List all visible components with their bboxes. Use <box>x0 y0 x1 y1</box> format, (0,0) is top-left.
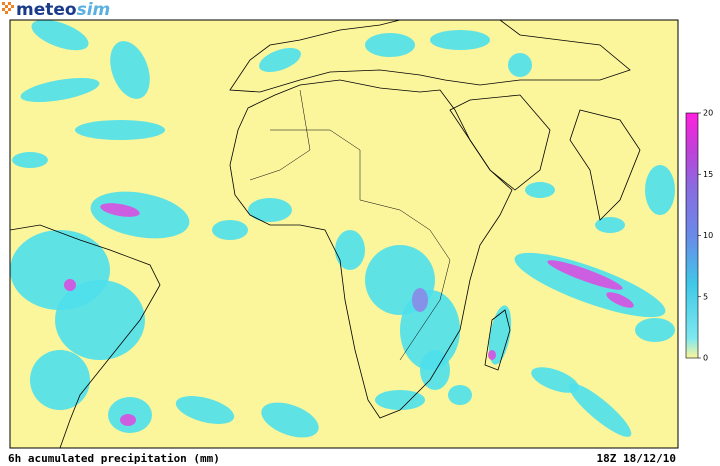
precip-area <box>400 290 460 370</box>
logo-icon <box>2 2 14 14</box>
precip-area <box>508 53 532 77</box>
precip-area <box>90 191 190 239</box>
logo-text: meteosim <box>16 0 110 20</box>
precip-area <box>488 350 496 360</box>
precip-area <box>120 414 136 426</box>
precip-area <box>64 279 76 291</box>
precip-area <box>335 230 365 270</box>
precip-area <box>30 350 90 410</box>
colorbar-tick-label: 5 <box>703 292 708 301</box>
precip-area <box>75 120 165 140</box>
precip-area <box>531 367 579 393</box>
colorbar: 0 5 10 15 20 <box>685 109 713 363</box>
precip-area <box>595 217 625 233</box>
precip-area <box>100 203 140 217</box>
precip-area <box>31 20 89 51</box>
map-frame <box>9 19 679 449</box>
precip-area <box>212 220 248 240</box>
caption: 6h acumulated precipitation (mm) <box>8 452 220 465</box>
precipitation-layer <box>10 20 675 438</box>
arabia <box>449 94 551 191</box>
precip-area <box>110 41 150 99</box>
precip-area <box>20 77 100 103</box>
precip-area <box>635 318 675 342</box>
precip-area <box>248 198 292 222</box>
precip-area <box>525 182 555 198</box>
colorbar-tick-label: 0 <box>703 354 708 363</box>
precip-area <box>261 402 319 438</box>
precip-area <box>606 292 634 308</box>
timestamp: 18Z 18/12/10 <box>597 452 676 465</box>
precip-area <box>55 280 145 360</box>
india <box>569 109 641 221</box>
coastlines <box>10 20 641 448</box>
precip-area <box>175 396 235 424</box>
precip-area <box>488 305 512 365</box>
precip-area <box>420 350 450 390</box>
borders <box>270 129 451 361</box>
madagascar <box>484 309 511 371</box>
precip-area <box>12 152 48 168</box>
precip-area <box>547 260 623 290</box>
precip-area <box>568 383 632 437</box>
precip-area <box>448 385 472 405</box>
precip-area <box>645 165 675 215</box>
logo: meteosim <box>2 0 110 20</box>
logo-part1: meteo <box>16 0 77 20</box>
europe <box>229 20 631 93</box>
precip-area <box>375 390 425 410</box>
colorbar-tick-label: 20 <box>703 109 713 118</box>
colorbar-tick-label: 15 <box>703 170 713 179</box>
precip-area <box>430 30 490 50</box>
precip-area <box>259 47 301 73</box>
precip-area <box>412 288 428 312</box>
colorbar-tick-label: 10 <box>703 231 713 240</box>
logo-part2: sim <box>77 0 111 20</box>
precip-area <box>365 33 415 57</box>
colorbar-ramp <box>685 112 699 359</box>
borders <box>249 89 311 181</box>
south-america <box>10 224 161 448</box>
africa <box>229 79 513 419</box>
